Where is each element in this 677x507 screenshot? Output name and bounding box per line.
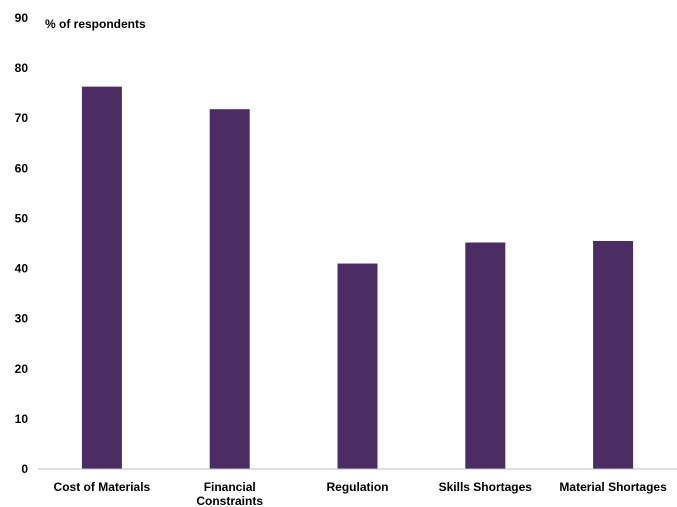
y-tick-label: 80	[15, 61, 29, 75]
bar	[209, 109, 250, 470]
y-tick-label: 10	[15, 412, 29, 426]
y-tick-label: 0	[21, 462, 28, 476]
x-category-label-line: Constraints	[196, 494, 263, 507]
y-tick-label: 70	[15, 111, 29, 125]
bar	[593, 240, 634, 469]
x-category-label-line: Cost of Materials	[54, 480, 151, 494]
x-category-label: Financial Constraints	[196, 480, 263, 507]
x-category-label: Regulation	[327, 480, 389, 494]
x-category-label-line: Skills Shortages	[439, 480, 533, 494]
bars	[81, 86, 634, 470]
x-category-label-line: Financial	[204, 480, 256, 494]
bar	[81, 86, 122, 469]
y-tick-label: 90	[15, 11, 29, 25]
y-axis-unit-label: % of respondents	[45, 17, 146, 31]
x-category-label: Skills Shortages	[439, 480, 533, 494]
x-category-label: Cost of Materials	[54, 480, 151, 494]
x-category-label-line: Regulation	[327, 480, 389, 494]
y-axis-ticks: 0 10 20 30 40 50 60 70 80 90	[15, 11, 29, 476]
y-tick-label: 40	[15, 262, 29, 276]
bar	[465, 242, 506, 469]
y-tick-label: 20	[15, 362, 29, 376]
y-tick-label: 30	[15, 312, 29, 326]
bar	[337, 263, 378, 469]
y-tick-label: 60	[15, 161, 29, 175]
y-tick-label: 50	[15, 211, 29, 225]
x-category-label-line: Material Shortages	[559, 480, 667, 494]
x-axis-category-labels: Cost of Materials Financial Constraints Reg…	[54, 480, 668, 507]
x-category-label: Material Shortages	[559, 480, 667, 494]
